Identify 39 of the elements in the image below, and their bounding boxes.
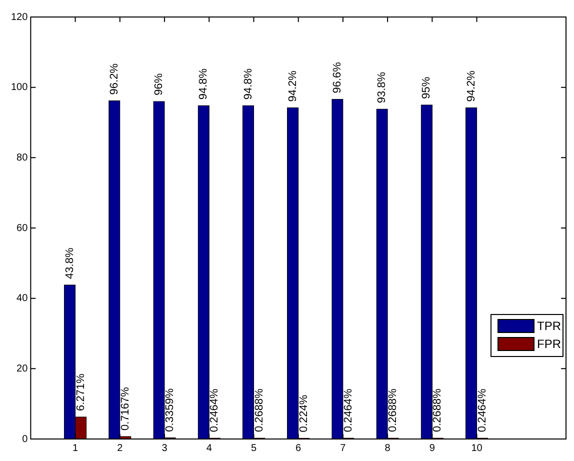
data-label: 0.7167% bbox=[119, 386, 132, 430]
legend-label: FPR bbox=[537, 336, 562, 351]
data-label: 93.8% bbox=[376, 72, 388, 104]
x-tick-label: 3 bbox=[162, 442, 168, 454]
data-label: 0.2688% bbox=[432, 388, 444, 432]
data-label: 0.2688% bbox=[253, 388, 266, 432]
data-label: 0.224% bbox=[298, 394, 310, 432]
data-label: 0.2464% bbox=[342, 388, 354, 432]
data-label: 43.8% bbox=[64, 248, 76, 279]
y-tick-label: 60 bbox=[16, 222, 28, 234]
y-tick-label: 40 bbox=[16, 293, 28, 304]
data-label: 0.3359% bbox=[164, 388, 176, 432]
x-tick-label: 1 bbox=[72, 442, 79, 454]
y-tick-label: 100 bbox=[10, 82, 28, 94]
data-label: 96.2% bbox=[108, 63, 120, 95]
data-label: 96.6% bbox=[331, 62, 344, 94]
y-tick-label: 20 bbox=[16, 363, 28, 374]
data-label: 0.2464% bbox=[208, 388, 221, 432]
y-tick-label: 120 bbox=[10, 12, 28, 23]
data-label: 94.2% bbox=[286, 70, 299, 102]
y-tick-label: 80 bbox=[16, 152, 28, 164]
x-tick-label: 7 bbox=[340, 442, 346, 454]
x-tick-label: 10 bbox=[471, 442, 483, 454]
x-tick-label: 8 bbox=[384, 442, 391, 454]
data-label: 0.2464% bbox=[476, 388, 488, 432]
data-label: 6.271% bbox=[74, 373, 87, 411]
x-tick-label: 6 bbox=[296, 442, 302, 454]
data-label: 94.8% bbox=[198, 68, 210, 100]
y-tick-label: 0 bbox=[22, 434, 28, 445]
data-label: 94.8% bbox=[242, 68, 254, 100]
data-label: 0.2688% bbox=[387, 388, 400, 432]
x-tick-label: 4 bbox=[206, 442, 212, 454]
data-label: 94.2% bbox=[465, 70, 478, 102]
x-tick-label: 5 bbox=[250, 442, 257, 454]
legend-label: TPR bbox=[537, 318, 562, 333]
data-label: 95% bbox=[420, 76, 433, 99]
x-tick-label: 9 bbox=[429, 442, 436, 454]
data-label: 96% bbox=[153, 73, 166, 96]
x-tick-label: 2 bbox=[117, 442, 124, 454]
